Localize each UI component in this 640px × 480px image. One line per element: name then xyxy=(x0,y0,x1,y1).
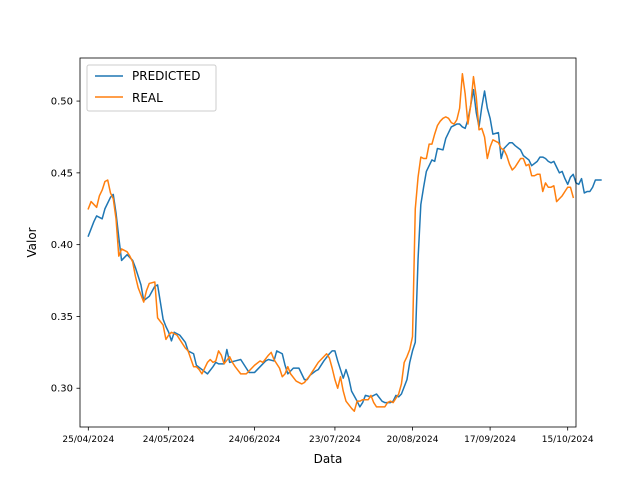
y-axis-title: Valor xyxy=(25,227,39,257)
x-tick-label: 24/05/2024 xyxy=(143,435,195,445)
x-axis-title: Data xyxy=(314,452,343,466)
x-tick-label: 25/04/2024 xyxy=(62,435,114,445)
x-tick-label: 24/06/2024 xyxy=(229,435,281,445)
legend-label-predicted: PREDICTED xyxy=(132,69,200,83)
legend-label-real: REAL xyxy=(132,91,163,105)
x-tick-label: 15/10/2024 xyxy=(542,435,594,445)
y-tick-label: 0.30 xyxy=(51,384,73,395)
plot-frame xyxy=(79,57,577,428)
y-tick-label: 0.45 xyxy=(51,168,73,179)
x-tick-label: 20/08/2024 xyxy=(387,435,439,445)
y-tick-label: 0.35 xyxy=(51,312,73,323)
x-axis: 25/04/2024 24/05/2024 24/06/2024 23/07/2024… xyxy=(62,427,594,445)
series-line-real xyxy=(87,73,575,412)
y-tick-label: 0.40 xyxy=(51,240,73,251)
x-tick-label: 23/07/2024 xyxy=(309,435,361,445)
series-line-predicted xyxy=(87,88,602,408)
y-axis: 0.30 0.35 0.40 0.45 0.50 xyxy=(51,97,80,395)
x-tick-label: 17/09/2024 xyxy=(464,435,516,445)
legend: PREDICTED REAL xyxy=(86,64,217,112)
y-tick-label: 0.50 xyxy=(51,97,73,108)
plot-lines xyxy=(87,73,602,412)
